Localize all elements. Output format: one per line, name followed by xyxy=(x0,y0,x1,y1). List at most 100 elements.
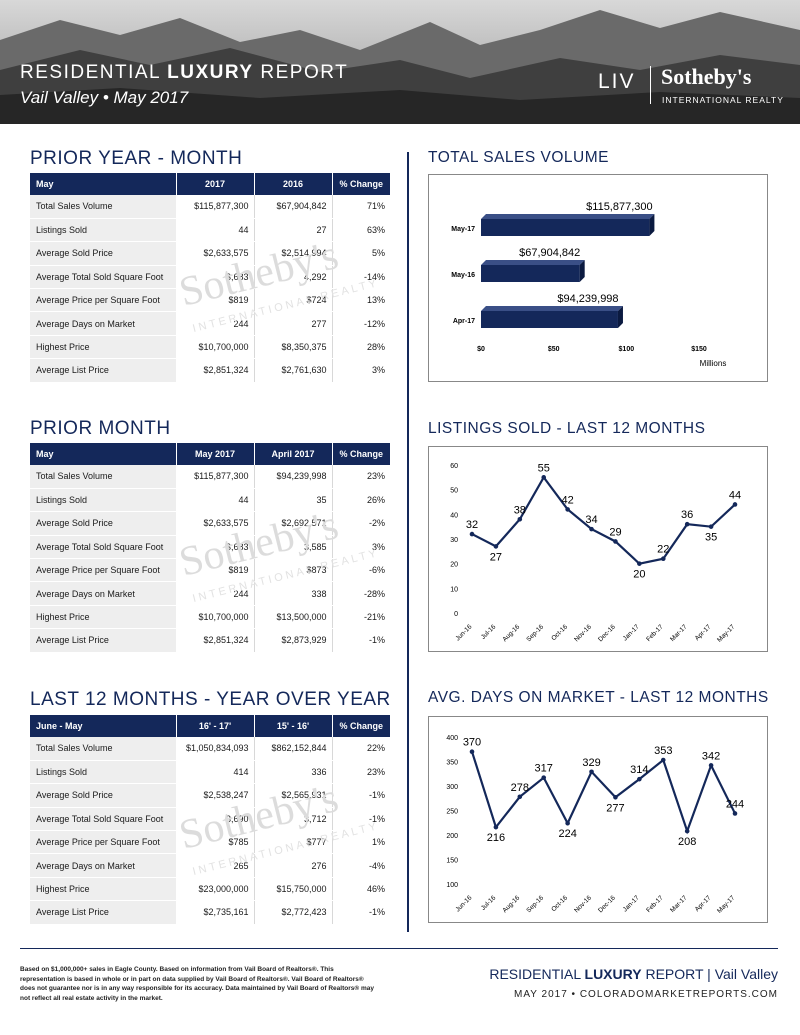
table-row: Average Total Sold Square Foot 3,683 3,585… xyxy=(30,535,390,560)
cell-value: $2,633,575 xyxy=(176,511,255,536)
x-tick-label: Jun-16 xyxy=(454,623,473,642)
data-label: 55 xyxy=(538,462,550,474)
cell-value: 3,683 xyxy=(176,535,255,560)
data-point xyxy=(517,516,523,522)
data-label: 35 xyxy=(705,532,717,544)
column-header: April 2017 xyxy=(254,443,333,465)
listings-sold-chart-title: LISTINGS SOLD - LAST 12 MONTHS xyxy=(428,420,706,437)
cell-value: 46% xyxy=(332,877,390,902)
sales-volume-chart: May-17 $115,877,300 May-16 $67,904,842 Apr-1… xyxy=(428,174,768,382)
y-tick-label: 0 xyxy=(454,611,458,618)
listings-sold-chart: 0 10 20 30 40 50 60 32 Jun-16 27 Jul-16 38 Aug-16 55 S… xyxy=(428,446,768,652)
cell-value: $1,050,834,093 xyxy=(176,737,255,761)
cell-value: 414 xyxy=(176,760,255,785)
data-point xyxy=(469,531,475,537)
cell-value: $2,514,994 xyxy=(254,241,333,266)
table-row: Average Days on Market 244 277 -12% xyxy=(30,311,390,336)
row-label: Listings Sold xyxy=(30,488,176,513)
row-label: Average Total Sold Square Foot xyxy=(30,265,176,290)
row-label: Average Total Sold Square Foot xyxy=(30,807,176,832)
data-label: 20 xyxy=(633,569,645,581)
table-row: Average Total Sold Square Foot 3,690 3,712… xyxy=(30,807,390,832)
y-tick-label: 100 xyxy=(446,882,458,889)
data-label: 353 xyxy=(654,745,672,757)
data-point xyxy=(637,776,642,782)
y-tick-label: 30 xyxy=(450,537,458,544)
x-tick-label: Jul-16 xyxy=(480,623,498,641)
cell-value: $15,750,000 xyxy=(254,877,333,902)
data-point xyxy=(589,526,594,532)
column-header: May xyxy=(30,443,177,465)
x-tick-label: Oct-16 xyxy=(550,894,569,913)
data-point xyxy=(613,794,618,800)
x-tick-label: Aug-16 xyxy=(501,894,521,914)
data-label: 277 xyxy=(606,802,624,814)
cell-value: $777 xyxy=(254,830,333,855)
x-tick-label: Jun-16 xyxy=(454,894,473,913)
cell-value: $23,000,000 xyxy=(176,877,255,902)
column-header: % Change xyxy=(332,715,390,737)
category-label: Apr-17 xyxy=(453,318,475,325)
cell-value: -2% xyxy=(332,511,390,536)
data-point xyxy=(469,749,475,754)
table-row: Average Sold Price $2,538,247 $2,565,931 -1… xyxy=(30,783,390,808)
cell-value: 3,683 xyxy=(176,265,255,290)
cell-value: $2,851,324 xyxy=(176,628,255,653)
prior-year-table: May 2017 2016% Change Total Sales Volume $11… xyxy=(30,173,390,383)
x-axis-label: Millions xyxy=(700,359,727,368)
cell-value: 338 xyxy=(254,581,333,606)
data-label: 22 xyxy=(657,544,669,556)
x-tick-label: Nov-16 xyxy=(573,623,593,643)
cell-value: -14% xyxy=(332,265,390,290)
table-row: Average List Price $2,735,161 $2,772,423 -1… xyxy=(30,900,390,925)
liv-logo: LIV xyxy=(598,70,636,93)
bar xyxy=(481,219,650,236)
y-tick-label: 400 xyxy=(446,735,458,742)
data-label: 38 xyxy=(514,504,526,516)
column-header: 16' - 17' xyxy=(176,715,255,737)
series-line xyxy=(471,475,736,565)
row-label: Average Price per Square Foot xyxy=(30,558,176,583)
data-label: 44 xyxy=(729,489,741,501)
logo-divider xyxy=(650,66,651,104)
x-tick-label: Apr-17 xyxy=(694,894,713,913)
cell-value: -4% xyxy=(332,853,390,878)
cell-value: 13% xyxy=(332,288,390,313)
cell-value: $8,350,375 xyxy=(254,335,333,360)
bar xyxy=(481,265,580,282)
row-label: Average Sold Price xyxy=(30,783,176,808)
column-header: 2017 xyxy=(176,173,255,195)
prior-year-title: PRIOR YEAR - MONTH xyxy=(30,148,243,169)
cell-value: 336 xyxy=(254,760,333,785)
data-point xyxy=(684,521,690,527)
data-label: 27 xyxy=(490,551,502,563)
cell-value: 3,585 xyxy=(254,535,333,560)
cell-value: 28% xyxy=(332,335,390,360)
data-label: $94,239,998 xyxy=(557,293,618,305)
row-label: Average Price per Square Foot xyxy=(30,830,176,855)
x-tick-label: Oct-16 xyxy=(550,623,569,642)
x-tick-label: Sep-16 xyxy=(525,894,545,914)
row-label: Listings Sold xyxy=(30,218,176,243)
column-header: May xyxy=(30,173,177,195)
x-tick-label: Feb-17 xyxy=(645,894,665,914)
x-tick-label: Apr-17 xyxy=(694,623,713,642)
cell-value: 23% xyxy=(332,760,390,785)
cell-value: $115,877,300 xyxy=(176,195,255,219)
data-point xyxy=(493,544,499,549)
footer-disclaimer: Based on $1,000,000+ sales in Eagle Coun… xyxy=(20,966,374,1002)
x-tick-label: Mar-17 xyxy=(669,623,689,643)
y-tick-label: 40 xyxy=(450,512,458,519)
cell-value: 23% xyxy=(332,465,390,489)
cell-value: $2,735,161 xyxy=(176,900,255,925)
data-label: 224 xyxy=(558,828,576,840)
data-label: 342 xyxy=(702,750,720,762)
table-row: Highest Price $10,700,000 $13,500,000 -21% xyxy=(30,605,390,630)
column-header: May 2017 xyxy=(176,443,255,465)
table-row: Total Sales Volume $1,050,834,093 $862,152… xyxy=(30,737,390,761)
sothebys-logo: Sotheby's xyxy=(661,64,752,89)
table-row: Average List Price $2,851,324 $2,873,929 -1… xyxy=(30,628,390,653)
row-label: Average List Price xyxy=(30,358,176,383)
cell-value: -28% xyxy=(332,581,390,606)
cell-value: $2,565,931 xyxy=(254,783,333,808)
